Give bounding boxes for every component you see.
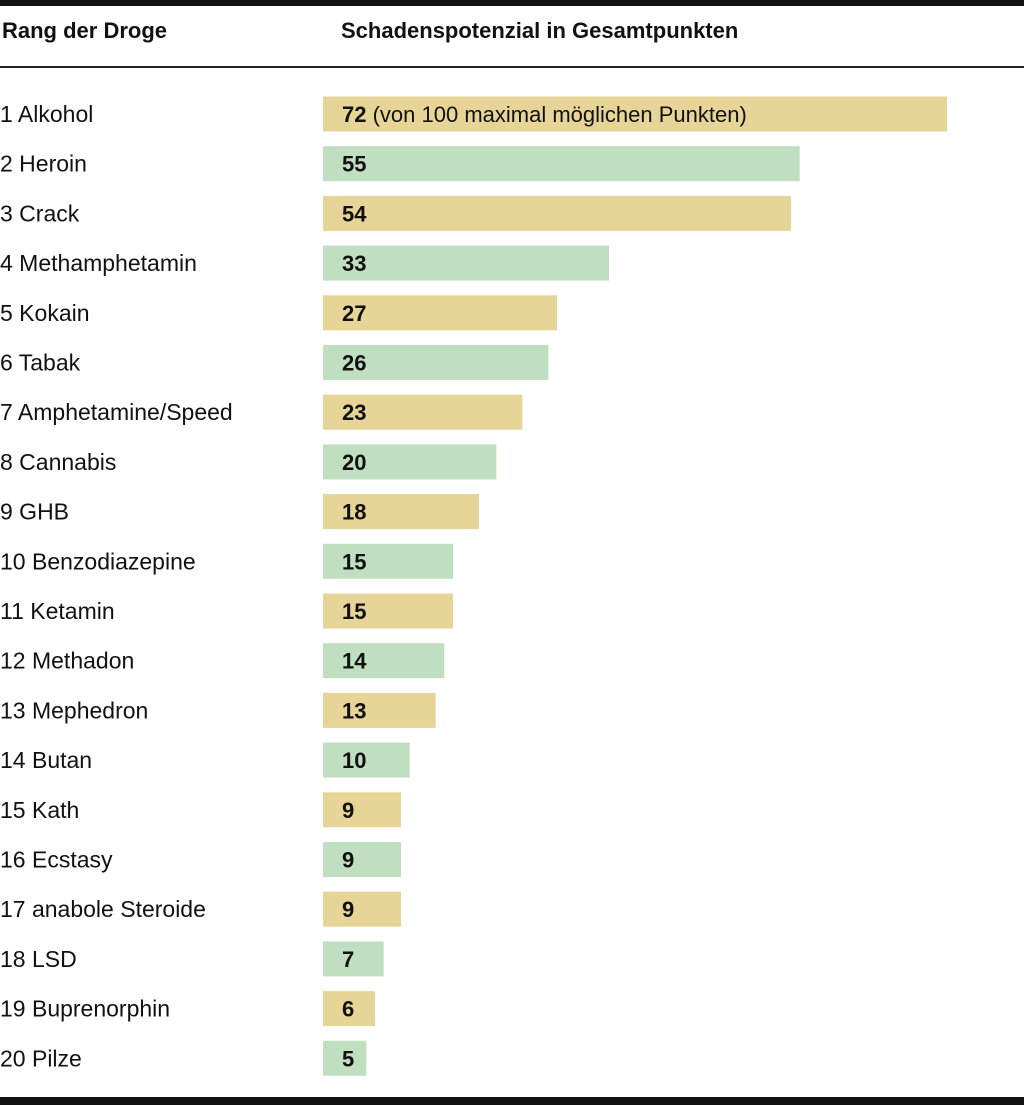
category-label: 16 Ecstasy	[0, 847, 113, 873]
bar-value-label: 15	[342, 549, 366, 574]
category-label: 19 Buprenorphin	[0, 996, 170, 1022]
bar-value: 5	[342, 1046, 354, 1071]
bar-value-label: 9	[342, 848, 354, 873]
bar-value-label: 20	[342, 450, 366, 475]
bar-value: 55	[342, 152, 366, 177]
bar	[323, 643, 445, 679]
bar-value: 14	[342, 649, 367, 674]
category-label: 13 Mephedron	[0, 697, 148, 723]
bar-value: 26	[342, 351, 366, 376]
bar-value: 18	[342, 500, 366, 525]
bar-value-label: 27	[342, 301, 366, 326]
category-label: 12 Methadon	[0, 648, 134, 674]
bar	[323, 394, 523, 430]
bar-value: 15	[342, 549, 366, 574]
bar	[323, 742, 410, 778]
bar	[323, 195, 791, 231]
bar-value: 10	[342, 748, 366, 773]
bar	[323, 146, 800, 182]
bar	[323, 1040, 367, 1076]
bar-value-note: (von 100 maximal möglichen Punkten)	[366, 102, 746, 127]
category-label: 17 anabole Steroide	[0, 896, 206, 922]
category-label: 11 Ketamin	[0, 598, 115, 624]
bar-value: 72	[342, 102, 366, 127]
category-label: 3 Crack	[0, 200, 80, 226]
bar	[323, 891, 401, 927]
category-label: 5 Kokain	[0, 300, 90, 326]
bar-value-label: 26	[342, 351, 366, 376]
bar-value-label: 10	[342, 748, 366, 773]
category-label: 6 Tabak	[0, 350, 81, 376]
category-label: 4 Methamphetamin	[0, 250, 197, 276]
bar	[323, 593, 453, 629]
bar	[323, 543, 453, 579]
bar	[323, 96, 947, 132]
bar-value-label: 55	[342, 152, 366, 177]
bar-value: 27	[342, 301, 366, 326]
bar-value: 6	[342, 997, 354, 1022]
category-label: 18 LSD	[0, 946, 77, 972]
bar	[323, 692, 436, 728]
top-rule	[0, 0, 1024, 6]
bar-value: 9	[342, 848, 354, 873]
bar	[323, 295, 557, 331]
category-label: 15 Kath	[0, 797, 79, 823]
bar-value-label: 6	[342, 997, 354, 1022]
bar-value: 9	[342, 897, 354, 922]
bar-value-label: 14	[342, 649, 367, 674]
bar	[323, 842, 401, 877]
category-label: 8 Cannabis	[0, 449, 116, 475]
bar	[323, 494, 479, 530]
bar-value-label: 18	[342, 500, 366, 525]
bar	[323, 941, 384, 977]
bar-value-label: 7	[342, 947, 354, 972]
bar-value-label: 72 (von 100 maximal möglichen Punkten)	[342, 102, 747, 127]
bar-value: 13	[342, 698, 366, 723]
bottom-rule	[0, 1097, 1024, 1105]
bar-value: 23	[342, 400, 366, 425]
category-label: 7 Amphetamine/Speed	[0, 399, 233, 425]
category-label: 1 Alkohol	[0, 101, 93, 127]
bar	[323, 345, 549, 380]
bar-value: 9	[342, 798, 354, 823]
bar	[323, 444, 497, 480]
bar	[323, 245, 609, 281]
bar-value-label: 13	[342, 698, 366, 723]
value-column-header: Schadenspotenzial in Gesamtpunkten	[341, 18, 739, 43]
category-label: 10 Benzodiazepine	[0, 548, 196, 574]
bar-value-label: 54	[342, 201, 367, 226]
bar-value-label: 15	[342, 599, 366, 624]
category-label: 9 GHB	[0, 499, 69, 525]
category-label: 2 Heroin	[0, 151, 87, 177]
bar-value: 7	[342, 947, 354, 972]
bar-value-label: 9	[342, 798, 354, 823]
bar-value-label: 23	[342, 400, 366, 425]
bar-value: 33	[342, 251, 366, 276]
bar-value-label: 5	[342, 1046, 354, 1071]
bar-value: 15	[342, 599, 366, 624]
rank-column-header: Rang der Droge	[2, 18, 168, 43]
bar	[323, 991, 375, 1027]
header-rule	[0, 66, 1024, 68]
bar-value-label: 9	[342, 897, 354, 922]
bar-value-label: 33	[342, 251, 366, 276]
category-label: 14 Butan	[0, 747, 92, 773]
bar	[323, 792, 401, 828]
category-label: 20 Pilze	[0, 1045, 82, 1071]
bar-value: 54	[342, 201, 367, 226]
bar-value: 20	[342, 450, 366, 475]
